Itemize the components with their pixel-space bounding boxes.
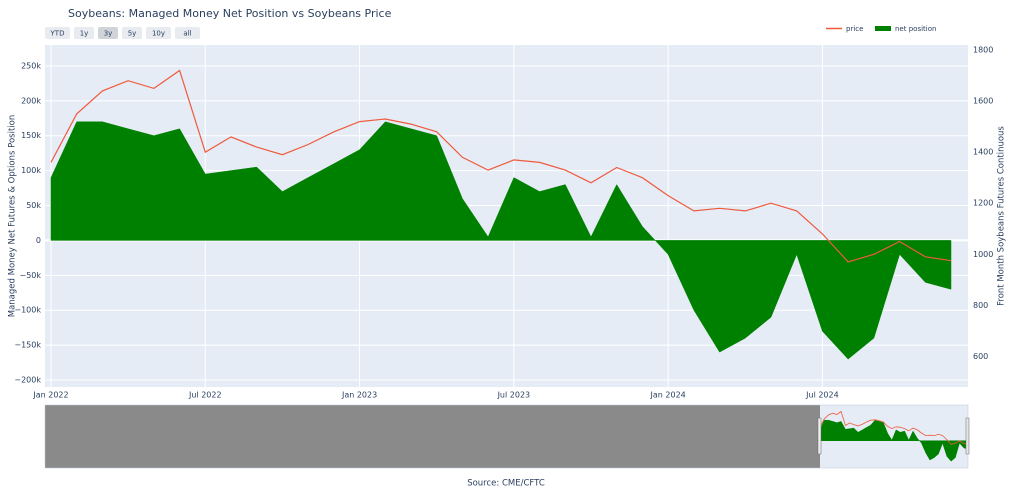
x-tick-label: Jul 2023 (497, 391, 531, 400)
range-button[interactable]: 3y (98, 27, 118, 39)
range-slider-border (44, 404, 969, 469)
range-button-bg (98, 27, 118, 39)
y2-axis-title: Front Month Soybeans Futures Continuous (997, 126, 1007, 306)
y2-tick-label: 1200 (973, 199, 993, 208)
range-button[interactable]: 10y (146, 27, 171, 39)
range-button-label: 10y (152, 30, 165, 38)
range-button-label: 1y (80, 30, 89, 38)
range-button-bg (45, 27, 70, 39)
x-tick-label: Jan 2022 (32, 391, 68, 400)
range-button-label: 3y (104, 30, 113, 38)
range-button-label: 5y (128, 30, 137, 38)
marks-layer (50, 69, 952, 360)
range-button-bg (175, 27, 200, 39)
legend: price net position (826, 25, 936, 33)
range-button-label: all (183, 30, 191, 38)
y-tick-label: 0 (36, 236, 41, 245)
chart-title: Soybeans: Managed Money Net Position vs … (68, 7, 392, 20)
line (50, 69, 952, 263)
area (819, 419, 969, 462)
y2-tick-label: 800 (973, 301, 988, 310)
range-button-bg (146, 27, 171, 39)
y2-tick-label: 1600 (973, 97, 993, 106)
y-tick-label: 150k (21, 131, 41, 140)
legend-label[interactable]: price (846, 25, 863, 33)
y2-tick-label: 1000 (973, 250, 993, 259)
source-note: Source: CME/CFTC (467, 479, 545, 489)
area (50, 121, 952, 360)
y-tick-label: 200k (21, 96, 41, 105)
legend-label[interactable]: net position (895, 25, 936, 33)
x-tick-label: Jul 2024 (805, 391, 839, 400)
y-tick-label: −50k (19, 271, 41, 280)
range-slider-mask (45, 405, 820, 468)
range-button[interactable]: 5y (122, 27, 142, 39)
range-button-label: YTD (50, 30, 65, 38)
y-tick-label: 100k (21, 166, 41, 175)
range-button[interactable]: YTD (45, 27, 70, 39)
y-tick-label: 250k (21, 61, 41, 70)
x-tick-label: Jul 2022 (188, 391, 222, 400)
range-slider-handle[interactable] (965, 417, 970, 455)
range-button[interactable]: all (175, 27, 200, 39)
y2-tick-label: 1400 (973, 148, 993, 157)
range-slider-handle[interactable] (817, 417, 822, 455)
y-axis-title: Managed Money Net Futures & Options Posi… (8, 115, 18, 318)
range-buttons: YTD 1y 3y 5y 10y all (45, 27, 200, 39)
line (819, 410, 969, 445)
legend-swatch (875, 26, 891, 31)
range-button[interactable]: 1y (74, 27, 94, 39)
y-tick-label: −150k (14, 341, 41, 350)
range-button-bg (122, 27, 142, 39)
range-button-bg (74, 27, 94, 39)
y-tick-label: 50k (26, 201, 41, 210)
y2-tick-label: 600 (973, 352, 988, 361)
x-tick-label: Jan 2023 (341, 391, 377, 400)
range-slider[interactable] (44, 404, 970, 469)
y2-tick-label: 1800 (973, 46, 993, 55)
y-tick-label: −100k (14, 306, 41, 315)
y-tick-label: −200k (14, 376, 41, 385)
x-tick-label: Jan 2024 (650, 391, 686, 400)
